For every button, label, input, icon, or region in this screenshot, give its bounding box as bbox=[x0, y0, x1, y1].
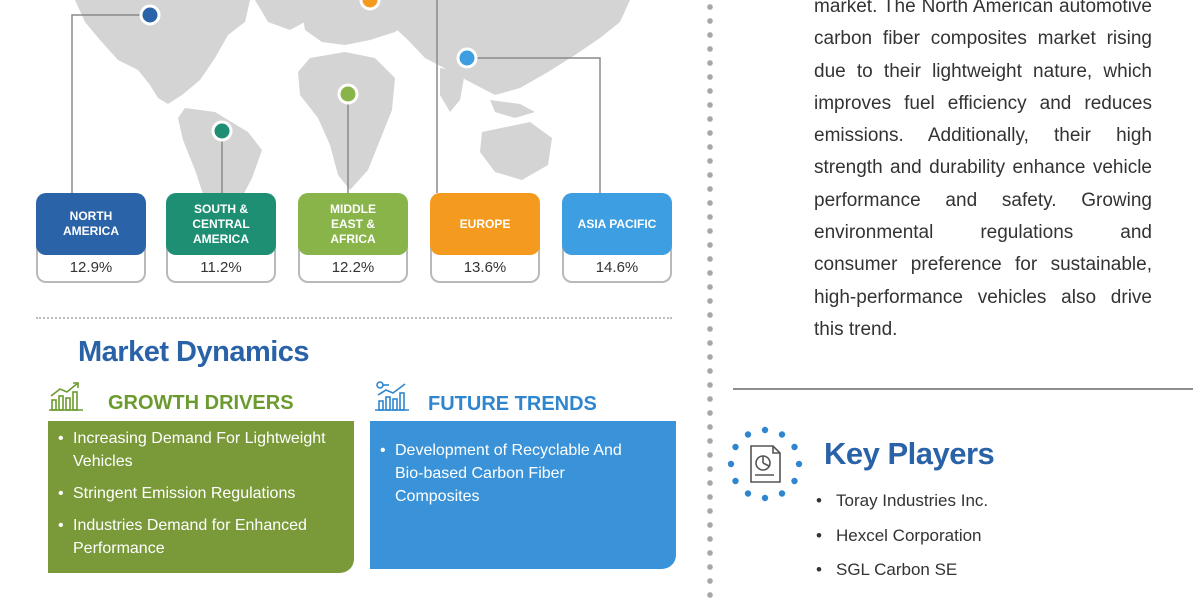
key-players-list: Toray Industries Inc. Hexcel Corporation… bbox=[814, 491, 988, 595]
list-item: Development of Recyclable And Bio-based … bbox=[370, 439, 650, 508]
region-asia-pacific: ASIA PACIFIC 14.6% bbox=[562, 193, 672, 285]
region-value: 14.6% bbox=[595, 259, 639, 276]
world-map bbox=[71, 0, 630, 235]
key-players-icon bbox=[727, 426, 803, 502]
future-trends-panel: Development of Recyclable And Bio-based … bbox=[370, 421, 676, 569]
growth-chart-icon bbox=[49, 382, 83, 411]
list-item: Hexcel Corporation bbox=[814, 526, 988, 561]
future-trends-list: Development of Recyclable And Bio-based … bbox=[370, 439, 650, 517]
market-dynamics-title: Market Dynamics bbox=[78, 336, 310, 368]
region-label: EUROPE bbox=[430, 193, 540, 255]
region-value: 12.2% bbox=[331, 259, 375, 276]
region-value: 13.6% bbox=[463, 259, 507, 276]
list-item: SGL Carbon SE bbox=[814, 560, 988, 595]
market-description: market. The North American automotive ca… bbox=[814, 0, 1152, 340]
list-item: Stringent Emission Regulations bbox=[48, 482, 338, 505]
region-label: SOUTH & CENTRAL AMERICA bbox=[166, 193, 276, 255]
region-value: 11.2% bbox=[200, 259, 242, 276]
key-players-title: Key Players bbox=[824, 436, 995, 471]
region-europe: EUROPE 13.6% bbox=[430, 193, 540, 285]
region-label: MIDDLE EAST & AFRICA bbox=[298, 193, 408, 255]
region-south-central-america: SOUTH & CENTRAL AMERICA 11.2% bbox=[166, 193, 276, 285]
list-item: Toray Industries Inc. bbox=[814, 491, 988, 526]
vertical-divider bbox=[707, 0, 713, 600]
region-label: ASIA PACIFIC bbox=[562, 193, 672, 255]
horizontal-divider bbox=[733, 388, 1193, 390]
list-item: Industries Demand for Enhanced Performan… bbox=[48, 514, 338, 560]
list-item: Increasing Demand For Lightweight Vehicl… bbox=[48, 427, 338, 473]
growth-drivers-panel: Increasing Demand For Lightweight Vehicl… bbox=[48, 421, 354, 573]
region-north-america: NORTH AMERICA 12.9% bbox=[36, 193, 146, 285]
growth-drivers-title: GROWTH DRIVERS bbox=[108, 392, 294, 414]
future-trends-title: FUTURE TRENDS bbox=[428, 393, 597, 415]
region-value: 12.9% bbox=[69, 259, 113, 276]
section-divider bbox=[36, 317, 672, 319]
region-middle-east-africa: MIDDLE EAST & AFRICA 12.2% bbox=[298, 193, 408, 285]
growth-drivers-list: Increasing Demand For Lightweight Vehicl… bbox=[48, 427, 338, 569]
region-label: NORTH AMERICA bbox=[36, 193, 146, 255]
trends-chart-icon bbox=[375, 381, 409, 411]
